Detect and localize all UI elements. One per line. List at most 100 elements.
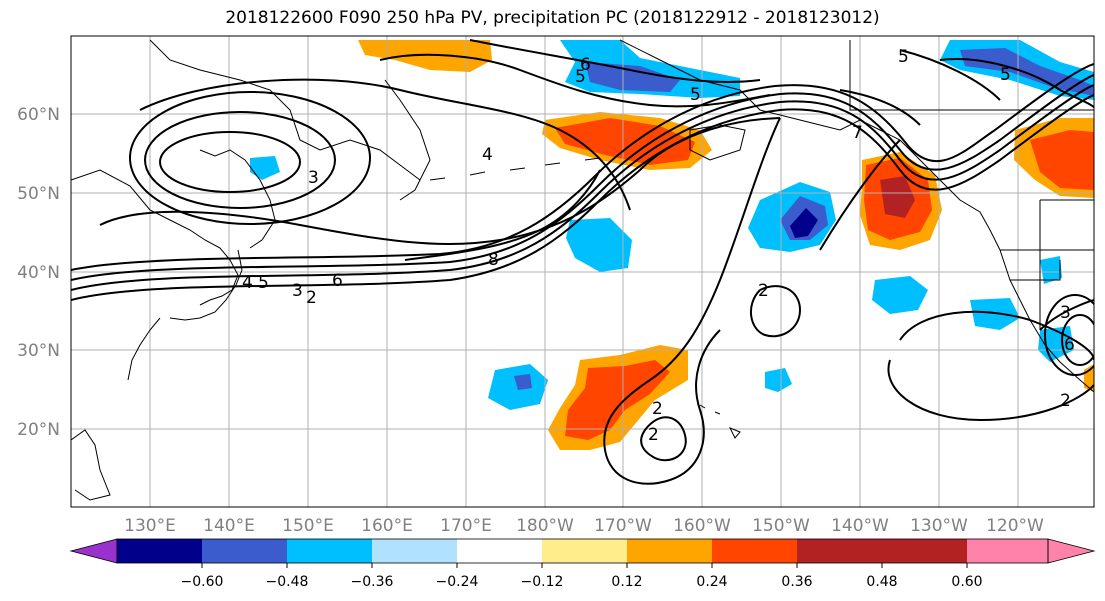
- colorbar-segment: [967, 539, 1048, 563]
- colorbar-segment: [287, 539, 372, 563]
- philippines-coast: [71, 429, 111, 501]
- colorbar-extend-max: [1047, 538, 1096, 564]
- colorbar-tick-label: −0.24: [436, 574, 479, 590]
- pv-contour: [899, 49, 1001, 101]
- contour-label: 2: [652, 399, 663, 419]
- pv-contour: [404, 169, 601, 261]
- pv-contour: [640, 416, 687, 462]
- map-frame: [70, 35, 1095, 508]
- lon-label: 170°W: [594, 516, 652, 536]
- alaska-peninsula: [689, 124, 746, 161]
- grid-lines: [71, 36, 1094, 507]
- precip-patch: [872, 276, 928, 314]
- border-line: [849, 40, 940, 111]
- contour-label: 5: [690, 85, 701, 105]
- colorbar-tick-label: 0.12: [611, 574, 642, 590]
- precip-patch: [585, 62, 680, 92]
- lon-label: 150°W: [752, 516, 810, 536]
- contour-label: 3: [292, 281, 303, 301]
- contour-label: 5: [575, 67, 586, 87]
- colorbar-segment: [797, 539, 882, 563]
- lon-label: 130°E: [124, 516, 176, 536]
- contour-label: 6: [580, 55, 591, 75]
- lon-label: 140°E: [203, 516, 255, 536]
- pv-contour: [139, 78, 631, 211]
- colorbar-tick-label: −0.48: [266, 574, 309, 590]
- precip-patch: [880, 176, 915, 218]
- figure-title: 2018122600 F090 250 hPa PV, precipitatio…: [225, 8, 880, 28]
- pv-contour: [159, 131, 301, 193]
- lon-label: 180°W: [516, 516, 574, 536]
- pv-contour: [99, 117, 781, 246]
- colorbar-tick-label: 0.60: [951, 574, 982, 590]
- colorbar: −0.60 −0.48 −0.36 −0.24 −0.12 0.12 0.24 …: [69, 538, 1096, 590]
- contour-label: 4: [242, 273, 253, 293]
- lon-label: 150°E: [282, 516, 334, 536]
- contour-label: 2: [306, 288, 317, 308]
- pv-contour: [939, 58, 1094, 109]
- kamchatka-coast: [384, 79, 431, 201]
- asia-coast: [71, 169, 239, 306]
- colorbar-segment: [117, 539, 202, 563]
- siberia-coast: [149, 39, 421, 181]
- pv-contour: [71, 63, 1094, 271]
- lat-label: 30°N: [17, 341, 60, 361]
- pv-contour: [379, 53, 771, 108]
- lon-label: 170°E: [440, 516, 492, 536]
- lon-label: 130°W: [910, 516, 968, 536]
- border-line: [1010, 260, 1061, 281]
- lon-label: 160°W: [673, 516, 731, 536]
- colorbar-segment: [457, 539, 542, 563]
- colorbar-segment: [202, 539, 287, 563]
- colorbar-segment: [542, 539, 627, 563]
- pv-contour: [71, 74, 1094, 281]
- colorbar-tick-label: −0.60: [181, 574, 224, 590]
- contour-label: 6: [1064, 335, 1075, 355]
- colorbar-tick-label: 0.24: [696, 574, 727, 590]
- pv-contour: [144, 111, 336, 209]
- precip-patch: [765, 368, 792, 392]
- contour-label: 7: [852, 123, 863, 143]
- precip-patch: [970, 298, 1020, 330]
- pv-contour: [750, 285, 802, 338]
- colorbar-frame: [116, 538, 1049, 564]
- pv-contour: [887, 359, 1094, 422]
- contour-label: 2: [758, 281, 769, 301]
- pv-contour: [469, 39, 761, 83]
- pv-contour: [839, 89, 921, 126]
- contour-label: 2: [1060, 391, 1071, 411]
- precip-patch: [790, 208, 818, 238]
- lon-label: 160°E: [361, 516, 413, 536]
- contour-label: 8: [488, 250, 499, 270]
- precip-patch: [1040, 256, 1062, 284]
- lon-label: 120°W: [986, 516, 1044, 536]
- precip-patch: [566, 218, 632, 272]
- japan-coast: [169, 249, 243, 321]
- contour-label: 3: [1060, 303, 1071, 323]
- precip-patch: [514, 374, 532, 390]
- colorbar-extend-min: [69, 538, 118, 564]
- colorbar-ticks: [201, 563, 968, 568]
- lon-label: 140°W: [831, 516, 889, 536]
- contour-label: 4: [482, 145, 493, 165]
- colorbar-tick-label: 0.36: [781, 574, 812, 590]
- pv-contour: [603, 117, 781, 485]
- contour-labels: 5 6 5 3 4 7 5 8 6 5 4 3 2 2 2 2 2 6 3 5: [242, 47, 1075, 445]
- contour-label: 2: [648, 425, 659, 445]
- lat-label: 40°N: [17, 263, 60, 283]
- precip-patch: [960, 48, 1094, 96]
- pv-contour: [1044, 294, 1094, 376]
- pv-contour: [129, 91, 371, 225]
- contour-label: 5: [258, 273, 269, 293]
- map-content: 5 6 5 3 4 7 5 8 6 5 4 3 2 2 2 2 2 6 3 5: [71, 36, 1094, 507]
- colorbar-tick-label: 0.48: [866, 574, 897, 590]
- precip-patch: [358, 40, 492, 72]
- longitude-labels: 130°E 140°E 150°E 160°E 170°E 180°W 170°…: [124, 516, 1044, 536]
- colorbar-segment: [882, 539, 967, 563]
- latitude-labels: 60°N 50°N 40°N 30°N 20°N: [17, 105, 60, 440]
- precip-patch: [1030, 130, 1094, 190]
- hawaii-islands: [699, 404, 741, 439]
- lat-label: 60°N: [17, 105, 60, 125]
- colorbar-tick-label: −0.36: [351, 574, 394, 590]
